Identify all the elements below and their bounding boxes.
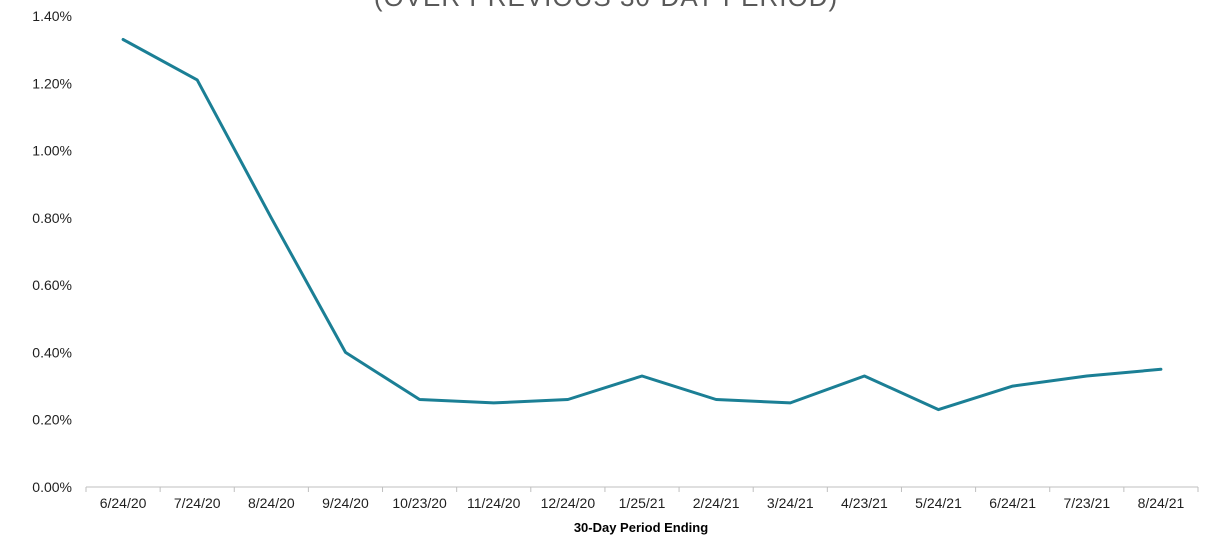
y-tick-label: 0.80% xyxy=(32,210,72,226)
x-tick-label: 4/23/21 xyxy=(841,495,888,511)
series-line xyxy=(121,38,1163,412)
x-tick-label: 8/24/20 xyxy=(248,495,295,511)
x-axis-label: 30-Day Period Ending xyxy=(574,520,708,535)
x-tick-label: 5/24/21 xyxy=(915,495,962,511)
x-tick-label: 6/24/20 xyxy=(100,495,147,511)
x-tick-label: 8/24/21 xyxy=(1138,495,1185,511)
y-tick-label: 1.40% xyxy=(32,8,72,24)
x-tick-label: 2/24/21 xyxy=(693,495,740,511)
x-axis: 6/24/20 7/24/20 8/24/20 9/24/20 10/23/20 11/2… xyxy=(85,486,1199,511)
x-tick-label: 7/24/20 xyxy=(174,495,221,511)
y-tick-label: 1.20% xyxy=(32,75,72,91)
series-layer xyxy=(121,38,1163,412)
x-tick-label: 9/24/20 xyxy=(322,495,369,511)
y-axis: 0.00% 0.20% 0.40% 0.60% 0.80% 1.00% 1.20% 1.40% xyxy=(32,8,72,495)
y-tick-label: 0.00% xyxy=(32,479,72,495)
x-tick-label: 1/25/21 xyxy=(619,495,666,511)
x-tick-label: 10/23/20 xyxy=(392,495,447,511)
y-tick-label: 0.60% xyxy=(32,277,72,293)
x-tick-label: 7/23/21 xyxy=(1063,495,1110,511)
x-tick-label: 3/24/21 xyxy=(767,495,814,511)
y-tick-label: 0.40% xyxy=(32,344,72,360)
x-tick-label: 11/24/20 xyxy=(467,495,521,511)
y-tick-label: 0.20% xyxy=(32,412,72,428)
chart-title: (OVER PREVIOUS 30-DAY PERIOD) xyxy=(374,0,838,12)
x-tick-label: 6/24/21 xyxy=(989,495,1036,511)
x-tick-label: 12/24/20 xyxy=(541,495,596,511)
y-tick-label: 1.00% xyxy=(32,143,72,159)
